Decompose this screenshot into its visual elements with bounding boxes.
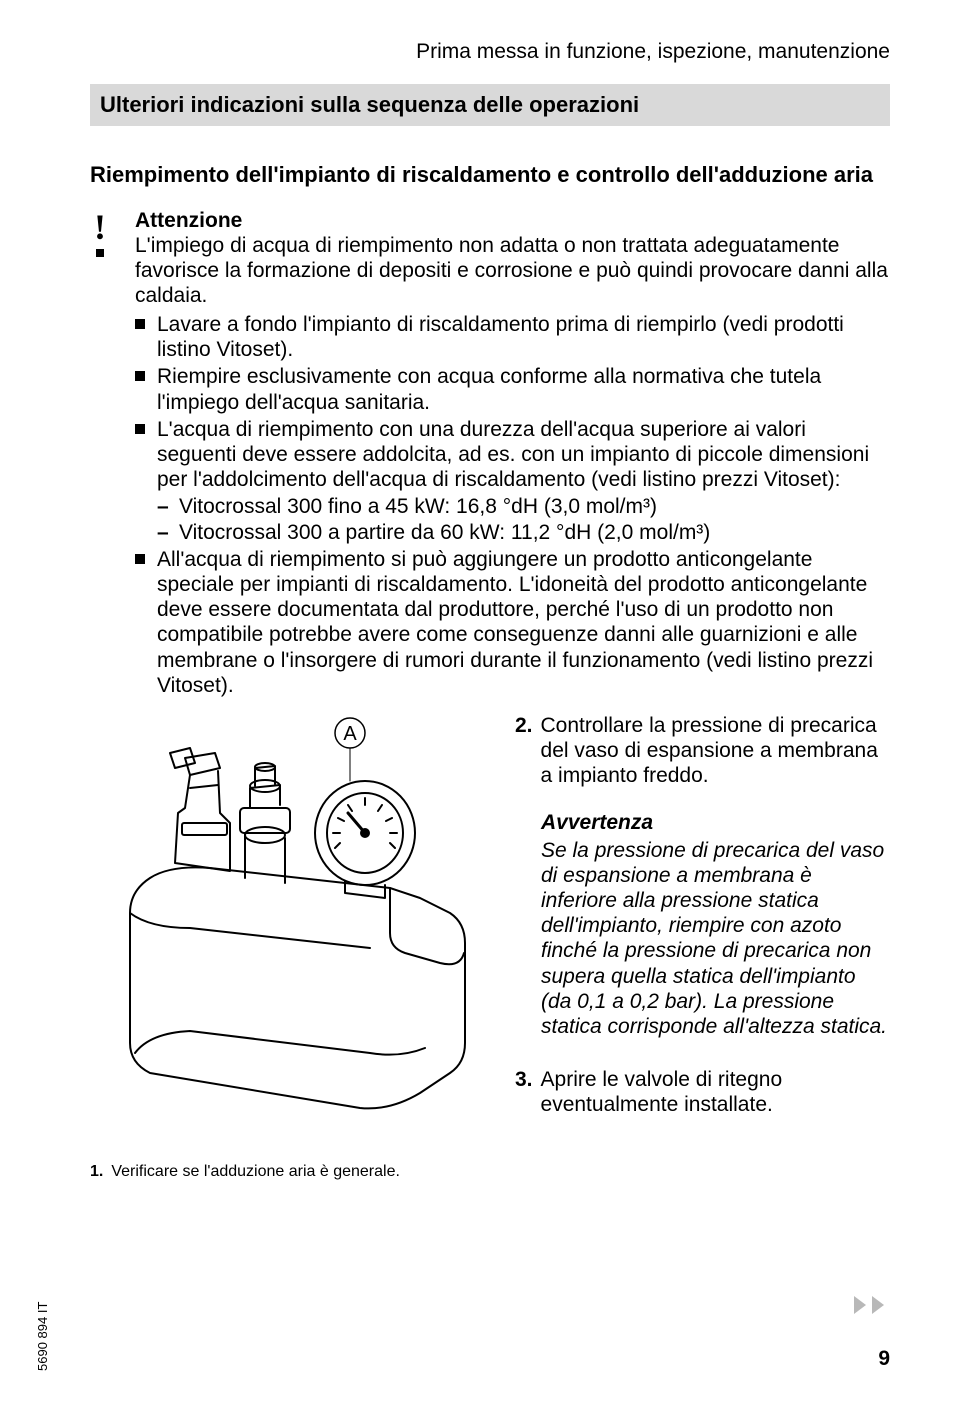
bullet-text: L'acqua di riempimento con una durezza d… (157, 418, 869, 491)
bullet-item: L'acqua di riempimento con una durezza d… (135, 417, 890, 545)
bullet-item: Lavare a fondo l'impianto di riscaldamen… (135, 312, 890, 362)
attention-block: ! Attenzione L'impiego di acqua di riemp… (90, 209, 890, 309)
context-header: Prima messa in funzione, ispezione, manu… (90, 40, 890, 64)
step-2: 2. Controllare la pressione di precarica… (515, 713, 890, 789)
step-text: Aprire le valvole di ritegno eventualmen… (541, 1067, 890, 1117)
bullet-item: Riempire esclusivamente con acqua confor… (135, 364, 890, 414)
section-title-bar: Ulteriori indicazioni sulla sequenza del… (90, 84, 890, 126)
note-block: Avvertenza Se la pressione di precarica … (515, 810, 890, 1039)
device-diagram: A (90, 713, 485, 1133)
step-1: 1. Verificare se l'adduzione aria è gene… (90, 1163, 485, 1181)
bullet-list: Lavare a fondo l'impianto di riscaldamen… (135, 312, 890, 698)
footer-document-code: 5690 894 IT (35, 1302, 50, 1371)
sub-bullet-item: Vitocrossal 300 fino a 45 kW: 16,8 °dH (… (157, 494, 890, 519)
attention-icon: ! (90, 209, 110, 257)
diagram-label-a: A (343, 723, 357, 745)
sub-bullet-item: Vitocrossal 300 a partire da 60 kW: 11,2… (157, 520, 890, 545)
right-column: 2. Controllare la pressione di precarica… (515, 713, 890, 1203)
bullet-item: All'acqua di riempimento si può aggiunge… (135, 547, 890, 698)
attention-title: Attenzione (135, 209, 890, 233)
step-text: Verificare se l'adduzione aria è general… (111, 1163, 400, 1181)
page-number: 9 (878, 1347, 890, 1371)
left-column: A 1. Verificare se l'adduzione aria è ge… (90, 713, 485, 1203)
note-text: Se la pressione di precarica del vaso di… (541, 838, 890, 1040)
step-number: 1. (90, 1163, 103, 1181)
step-number: 2. (515, 713, 533, 789)
attention-text: L'impiego di acqua di riempimento non ad… (135, 233, 890, 309)
step-text: Controllare la pressione di precarica de… (541, 713, 890, 789)
sub-heading: Riempimento dell'impianto di riscaldamen… (90, 161, 890, 189)
continue-arrows-icon (852, 1294, 890, 1316)
note-title: Avvertenza (541, 810, 890, 835)
step-number: 3. (515, 1067, 533, 1117)
step-3: 3. Aprire le valvole di ritegno eventual… (515, 1067, 890, 1117)
